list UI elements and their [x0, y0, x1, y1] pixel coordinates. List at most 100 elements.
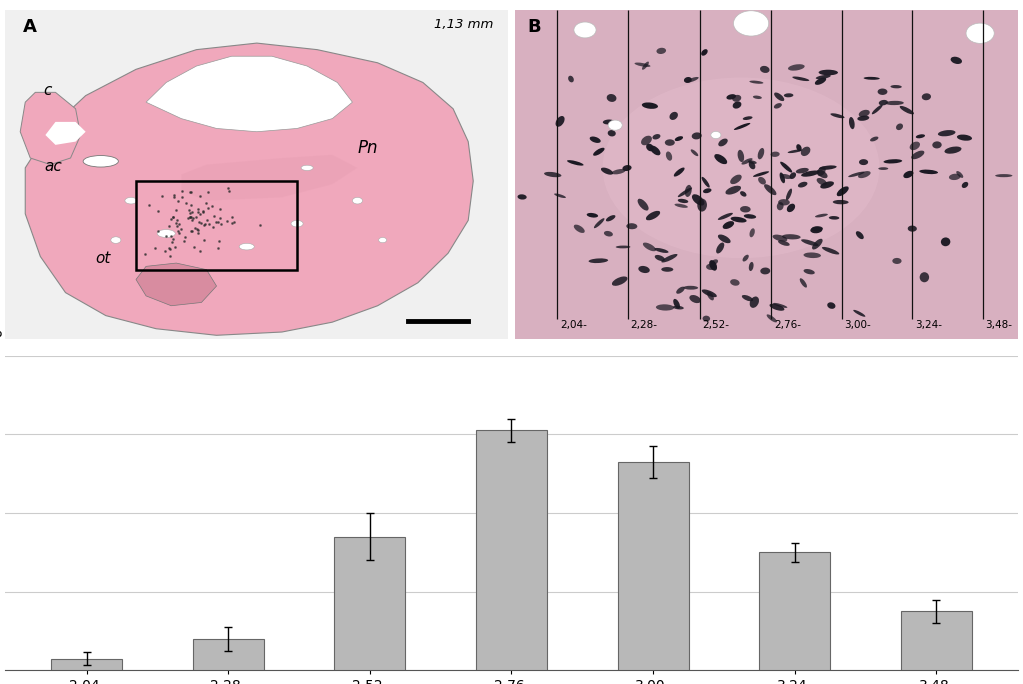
Ellipse shape [879, 167, 888, 170]
Ellipse shape [716, 243, 724, 254]
Ellipse shape [920, 272, 929, 282]
Ellipse shape [815, 77, 827, 85]
Ellipse shape [863, 77, 880, 80]
Ellipse shape [773, 303, 788, 308]
Point [174, 192, 190, 202]
Ellipse shape [604, 231, 613, 237]
Ellipse shape [932, 142, 942, 148]
Text: Pn: Pn [357, 139, 377, 157]
Point [173, 224, 189, 235]
Ellipse shape [859, 159, 869, 165]
Ellipse shape [801, 146, 810, 156]
Text: c: c [44, 83, 52, 98]
Point [141, 199, 158, 210]
Point [196, 219, 213, 230]
Ellipse shape [554, 194, 566, 198]
Ellipse shape [858, 110, 870, 117]
Point [178, 197, 194, 208]
Ellipse shape [740, 206, 751, 213]
Ellipse shape [656, 304, 674, 311]
Ellipse shape [781, 174, 792, 179]
Ellipse shape [885, 101, 903, 105]
Ellipse shape [764, 184, 776, 195]
Point [163, 250, 179, 261]
Ellipse shape [722, 221, 735, 229]
Point [168, 204, 184, 215]
Ellipse shape [683, 286, 698, 289]
Polygon shape [146, 56, 353, 132]
Ellipse shape [740, 191, 747, 197]
Point [169, 214, 185, 225]
Ellipse shape [750, 81, 763, 83]
Ellipse shape [674, 204, 687, 208]
Point [153, 191, 170, 202]
Ellipse shape [833, 200, 849, 205]
Ellipse shape [686, 77, 699, 83]
Ellipse shape [647, 144, 654, 151]
Ellipse shape [769, 304, 785, 311]
Ellipse shape [702, 177, 710, 187]
Ellipse shape [674, 168, 684, 176]
Point [205, 222, 221, 233]
Ellipse shape [870, 137, 879, 142]
Ellipse shape [726, 94, 736, 100]
Ellipse shape [608, 120, 622, 130]
Text: B: B [527, 18, 541, 36]
Ellipse shape [733, 123, 750, 130]
Point [190, 216, 207, 227]
Ellipse shape [801, 239, 818, 246]
Bar [618, 462, 688, 670]
Point [192, 218, 209, 229]
Point [219, 215, 235, 226]
Ellipse shape [673, 306, 683, 309]
Point [199, 186, 216, 197]
Point [188, 211, 205, 222]
Ellipse shape [776, 202, 784, 210]
Ellipse shape [612, 276, 627, 286]
Point [187, 222, 204, 233]
Ellipse shape [784, 93, 794, 97]
Point [190, 228, 207, 239]
Point [181, 207, 197, 218]
Point [170, 225, 186, 236]
Point [173, 185, 189, 196]
Ellipse shape [803, 252, 820, 258]
Ellipse shape [732, 95, 742, 102]
Point [196, 220, 213, 231]
Text: ac: ac [44, 159, 61, 174]
Point [183, 187, 199, 198]
Point [164, 237, 180, 248]
Ellipse shape [698, 198, 707, 211]
Point [221, 185, 237, 196]
Point [194, 205, 211, 216]
Ellipse shape [800, 278, 807, 287]
Ellipse shape [938, 130, 955, 136]
Point [206, 211, 222, 222]
Text: 2,04-: 2,04- [560, 320, 587, 330]
Point [183, 200, 199, 211]
Ellipse shape [788, 149, 802, 153]
Ellipse shape [544, 172, 562, 177]
Ellipse shape [732, 101, 742, 109]
Ellipse shape [733, 11, 768, 36]
Ellipse shape [653, 134, 661, 140]
Ellipse shape [966, 23, 994, 43]
Ellipse shape [718, 139, 727, 146]
Ellipse shape [706, 263, 716, 270]
Ellipse shape [828, 302, 836, 309]
Point [163, 230, 179, 241]
Ellipse shape [730, 217, 747, 222]
Point [165, 211, 181, 222]
Ellipse shape [816, 170, 828, 179]
Ellipse shape [607, 94, 617, 102]
Point [212, 204, 228, 215]
Ellipse shape [796, 144, 802, 151]
Point [189, 223, 206, 234]
Ellipse shape [792, 77, 809, 81]
Ellipse shape [815, 213, 828, 218]
Polygon shape [26, 43, 474, 335]
Ellipse shape [678, 199, 688, 203]
Ellipse shape [665, 140, 675, 146]
Ellipse shape [819, 166, 837, 170]
Ellipse shape [816, 178, 827, 185]
